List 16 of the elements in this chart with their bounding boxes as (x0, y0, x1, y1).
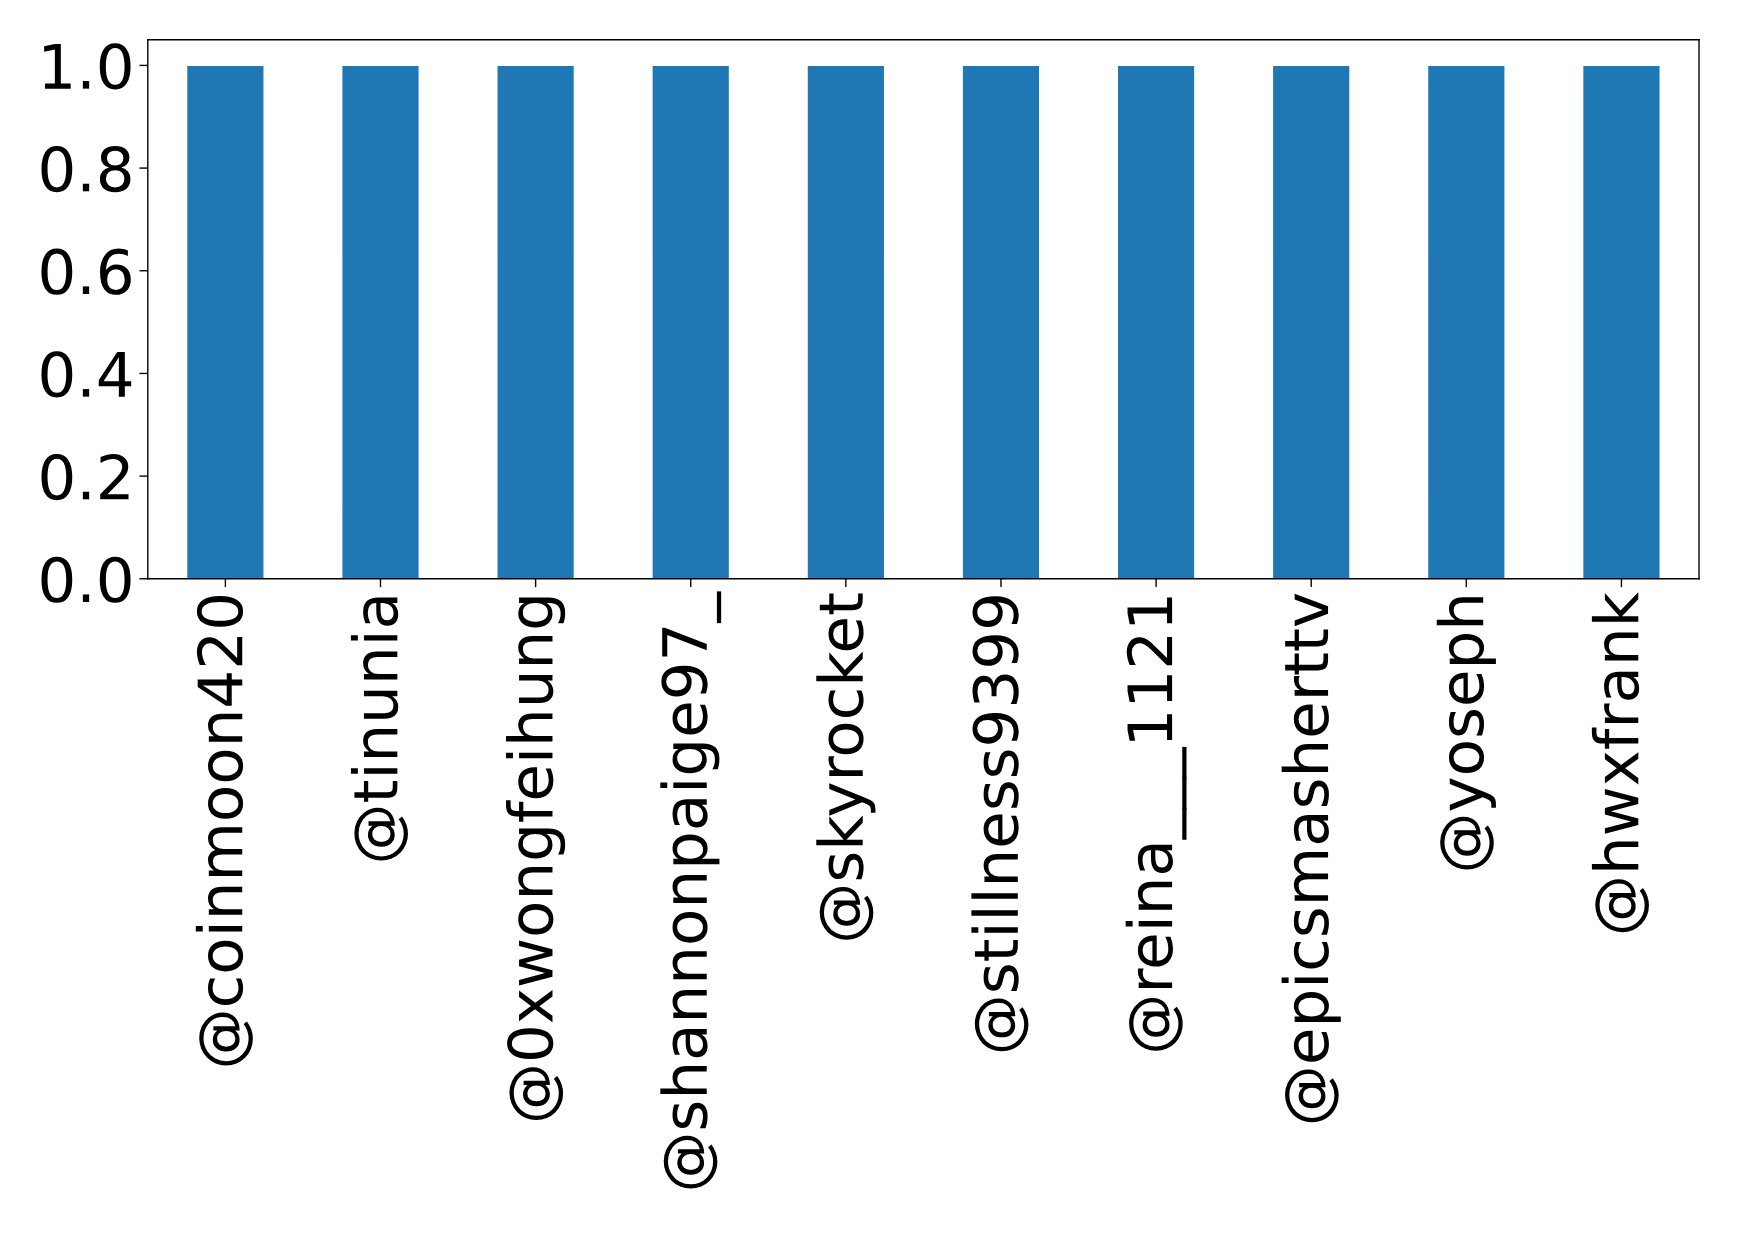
x-tick-label: @skyrocket (816, 593, 876, 940)
y-tick-label: 0.2 (41, 453, 129, 501)
x-tick-label: @shannonpaige97_ (660, 591, 722, 1189)
x-tick-label: @0xwongfeihung (506, 597, 566, 1121)
y-tick-label: 0.8 (41, 145, 131, 193)
x-tick-label: @tinunia (350, 597, 408, 861)
x-tick-label: @hwxfrank (1591, 592, 1649, 933)
y-tick-label: 0.4 (41, 351, 132, 398)
x-tick-label: @epicsmasherttv (1281, 593, 1341, 1123)
x-tick-label: @stillness9399 (971, 596, 1029, 1052)
y-tick-label: 0.6 (41, 248, 131, 295)
x-tick-label: @coinmoon420 (195, 596, 253, 1066)
x-tick-label: @yoseph (1436, 597, 1496, 870)
y-tick-label: 0.0 (41, 556, 131, 603)
y-tick-label: 1.0 (44, 43, 131, 90)
x-tick-label: @reina___1121 (1125, 597, 1187, 1051)
